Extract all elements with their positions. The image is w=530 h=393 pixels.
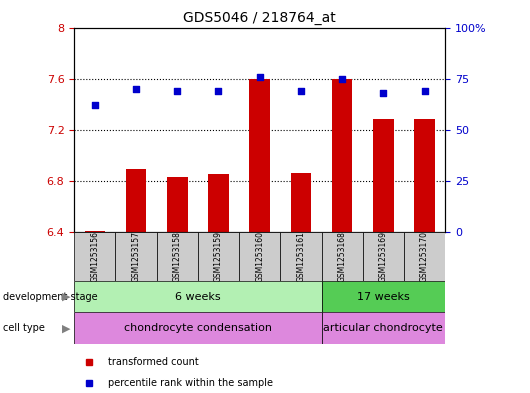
Text: GSM1253156: GSM1253156 <box>90 231 99 282</box>
Bar <box>208 174 229 232</box>
Bar <box>404 232 445 281</box>
Text: GSM1253160: GSM1253160 <box>255 231 264 282</box>
Point <box>420 88 429 94</box>
Bar <box>74 281 322 312</box>
Bar <box>373 119 394 232</box>
Text: GSM1253168: GSM1253168 <box>338 231 347 282</box>
Text: GSM1253158: GSM1253158 <box>173 231 182 282</box>
Bar <box>157 232 198 281</box>
Bar <box>332 79 352 232</box>
Text: ▶: ▶ <box>62 323 70 333</box>
Text: development stage: development stage <box>3 292 98 302</box>
Text: ▶: ▶ <box>62 292 70 302</box>
Text: GSM1253169: GSM1253169 <box>379 231 388 282</box>
Bar <box>198 232 239 281</box>
Text: GSM1253170: GSM1253170 <box>420 231 429 282</box>
Point <box>255 73 264 80</box>
Text: GSM1253159: GSM1253159 <box>214 231 223 282</box>
Point <box>91 102 99 108</box>
Point <box>379 90 387 96</box>
Point <box>173 88 181 94</box>
Bar <box>239 232 280 281</box>
Bar <box>116 232 157 281</box>
Title: GDS5046 / 218764_at: GDS5046 / 218764_at <box>183 11 336 25</box>
Bar <box>74 312 322 344</box>
Bar <box>74 232 116 281</box>
Bar <box>290 173 311 232</box>
Bar <box>167 177 188 232</box>
Text: transformed count: transformed count <box>108 357 198 367</box>
Text: GSM1253157: GSM1253157 <box>131 231 140 282</box>
Bar <box>363 232 404 281</box>
Point <box>132 86 140 92</box>
Text: articular chondrocyte: articular chondrocyte <box>323 323 443 333</box>
Bar <box>84 231 105 232</box>
Text: chondrocyte condensation: chondrocyte condensation <box>124 323 272 333</box>
Text: GSM1253161: GSM1253161 <box>296 231 305 282</box>
Point <box>297 88 305 94</box>
Bar <box>414 119 435 232</box>
Bar <box>280 232 322 281</box>
Bar <box>250 79 270 232</box>
Bar <box>322 312 445 344</box>
Point <box>338 75 347 82</box>
Text: cell type: cell type <box>3 323 45 333</box>
Bar <box>126 169 146 232</box>
Point <box>214 88 223 94</box>
Text: 17 weeks: 17 weeks <box>357 292 410 302</box>
Text: percentile rank within the sample: percentile rank within the sample <box>108 378 272 387</box>
Bar <box>322 232 363 281</box>
Bar <box>322 281 445 312</box>
Text: 6 weeks: 6 weeks <box>175 292 220 302</box>
